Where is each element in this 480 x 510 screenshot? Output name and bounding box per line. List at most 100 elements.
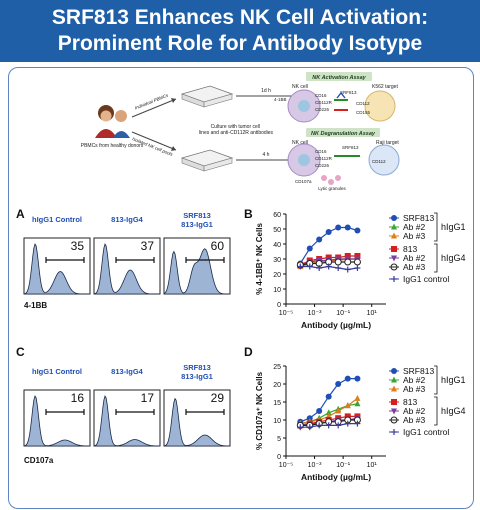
mol-b-cd112: CD112 <box>372 159 386 164</box>
y-tick-label: 5 <box>277 436 281 443</box>
top-nk-label: NK cell <box>292 84 308 90</box>
legend-group-igg1: hIgG1 <box>441 222 466 232</box>
histogram-title: hIgG1 Control <box>32 367 82 376</box>
x-tick-label: 10⁻³ <box>308 310 322 317</box>
legend-label: Ab #3 <box>403 415 425 425</box>
mol-cd112r: CD112R <box>315 100 333 105</box>
legend-group-igg1: hIgG1 <box>441 375 466 385</box>
histogram-percent: 29 <box>211 391 225 405</box>
data-point <box>335 381 342 387</box>
histogram-title: SRF813 <box>183 363 211 372</box>
y-tick-label: 60 <box>273 212 281 219</box>
data-point <box>344 258 352 266</box>
legend-label: Ab #3 <box>403 231 425 241</box>
mol-b-cd16: CD16 <box>315 149 327 154</box>
well-plate-bottom-icon <box>180 149 234 172</box>
histogram-curve <box>93 395 160 447</box>
donor-icon <box>95 105 130 138</box>
mol-cd226: CD226 <box>315 107 330 112</box>
x-tick-label: 10⁻⁵ <box>279 462 293 469</box>
nk-activation-assay: NK Activation Assay NK cell K562 target … <box>274 72 398 123</box>
y-tick-label: 25 <box>273 364 281 371</box>
top-target-label: K562 target <box>372 84 398 90</box>
data-point <box>344 224 351 231</box>
legend-label: SRF813 <box>403 366 434 376</box>
y-tick-label: 0 <box>277 302 281 309</box>
y-axis-label: % CD107a⁺ NK Cells <box>255 371 264 450</box>
donor-label: PBMCs from healthy donors <box>81 143 144 149</box>
title-line-2: Prominent Role for Antibody Isotype <box>57 32 423 55</box>
data-point <box>354 227 361 234</box>
data-point <box>306 415 313 422</box>
mol-b-cd107a: CD107a <box>295 179 312 184</box>
data-point <box>354 400 361 407</box>
x-axis-label: Antibody (µg/mL) <box>301 320 371 330</box>
data-point <box>325 254 332 261</box>
y-tick-label: 30 <box>273 257 281 264</box>
histogram-curve <box>23 395 90 447</box>
data-point <box>334 258 342 266</box>
histogram-curve <box>163 397 230 447</box>
data-point <box>306 245 313 252</box>
x-tick-label: 10⁻³ <box>308 462 322 469</box>
histogram-title: 813-IgG4 <box>111 215 144 224</box>
y-tick-label: 50 <box>273 227 281 234</box>
k562-target-icon <box>364 90 396 122</box>
title-banner: SRF813 Enhances NK Cell Activation: Prom… <box>0 0 480 62</box>
well-plate-top-icon <box>180 85 234 108</box>
data-point <box>316 236 323 243</box>
y-tick-label: 40 <box>273 242 281 249</box>
legend-bracket <box>434 212 438 242</box>
histogram-percent: 37 <box>141 239 155 253</box>
data-point <box>335 224 342 231</box>
x-tick-label: 10⁻¹ <box>336 462 350 469</box>
mol-b-srf813: SRF813 <box>342 145 359 150</box>
x-tick-label: 10¹ <box>367 462 378 469</box>
panel-b-label: B <box>244 207 253 221</box>
x-tick-label: 10⁻⁵ <box>279 310 293 317</box>
mol-srf813: SRF813 <box>340 90 357 95</box>
data-point <box>316 408 323 414</box>
legend-label: Ab #3 <box>403 384 425 394</box>
histogram-title: 813-IgG1 <box>181 220 213 229</box>
data-point <box>344 413 351 420</box>
bottom-nk-label: NK cell <box>292 140 308 146</box>
data-point <box>344 375 351 382</box>
culture-text: Culture with tumor cell lines and anti-C… <box>199 124 274 136</box>
bottom-target-label: Raji target <box>376 140 399 146</box>
legend-bracket <box>434 365 438 395</box>
x-axis-label: Antibody (µg/mL) <box>301 472 371 482</box>
histogram-title: hIgG1 Control <box>32 215 82 224</box>
raji-target-icon <box>368 144 400 176</box>
data-point <box>325 229 332 235</box>
data-point <box>325 393 332 400</box>
data-point <box>354 375 361 382</box>
legend-label: IgG1 control <box>403 274 449 284</box>
legend-label: Ab #2 <box>403 406 425 416</box>
legend-label: Ab #2 <box>403 253 425 263</box>
data-point <box>344 402 351 409</box>
mol-b-cd112r: CD112R <box>315 156 333 161</box>
hist-c-xaxis: CD107a <box>24 456 54 465</box>
y-axis-label: % 4-1BB⁺ NK Cells <box>255 223 264 295</box>
panel-a-label: A <box>16 207 25 221</box>
mol-cd155: CD155 <box>356 110 371 115</box>
x-tick-label: 10⁻¹ <box>336 310 350 317</box>
nk-degranulation-assay: NK Degranulation Assay NK cell Raji targ… <box>287 128 400 191</box>
y-tick-label: 0 <box>277 454 281 461</box>
legend-label: 813 <box>403 397 417 407</box>
title-line-1: SRF813 Enhances NK Cell Activation: <box>51 6 429 29</box>
legend-group-igg4: hIgG4 <box>441 406 466 416</box>
hist-a-xaxis: 4-1BB <box>24 301 47 310</box>
panel-d-label: D <box>244 345 253 359</box>
y-tick-label: 10 <box>273 418 281 425</box>
legend-label: Ab #2 <box>403 222 425 232</box>
histogram-curve <box>23 243 90 295</box>
histogram-percent: 17 <box>141 391 155 405</box>
histogram-curve <box>163 248 230 295</box>
